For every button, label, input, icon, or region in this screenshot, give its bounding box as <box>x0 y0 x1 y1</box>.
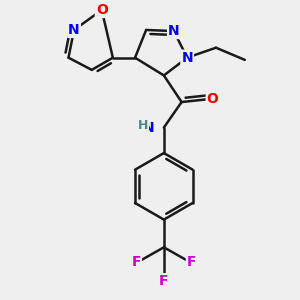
Text: H: H <box>138 119 148 132</box>
Text: N: N <box>181 51 193 65</box>
Text: F: F <box>159 274 169 288</box>
Text: N: N <box>68 23 80 37</box>
Text: O: O <box>96 3 108 17</box>
Text: N: N <box>142 121 154 134</box>
Text: N: N <box>168 24 180 38</box>
Text: F: F <box>187 255 196 269</box>
Text: O: O <box>207 92 219 106</box>
Text: F: F <box>131 255 141 269</box>
